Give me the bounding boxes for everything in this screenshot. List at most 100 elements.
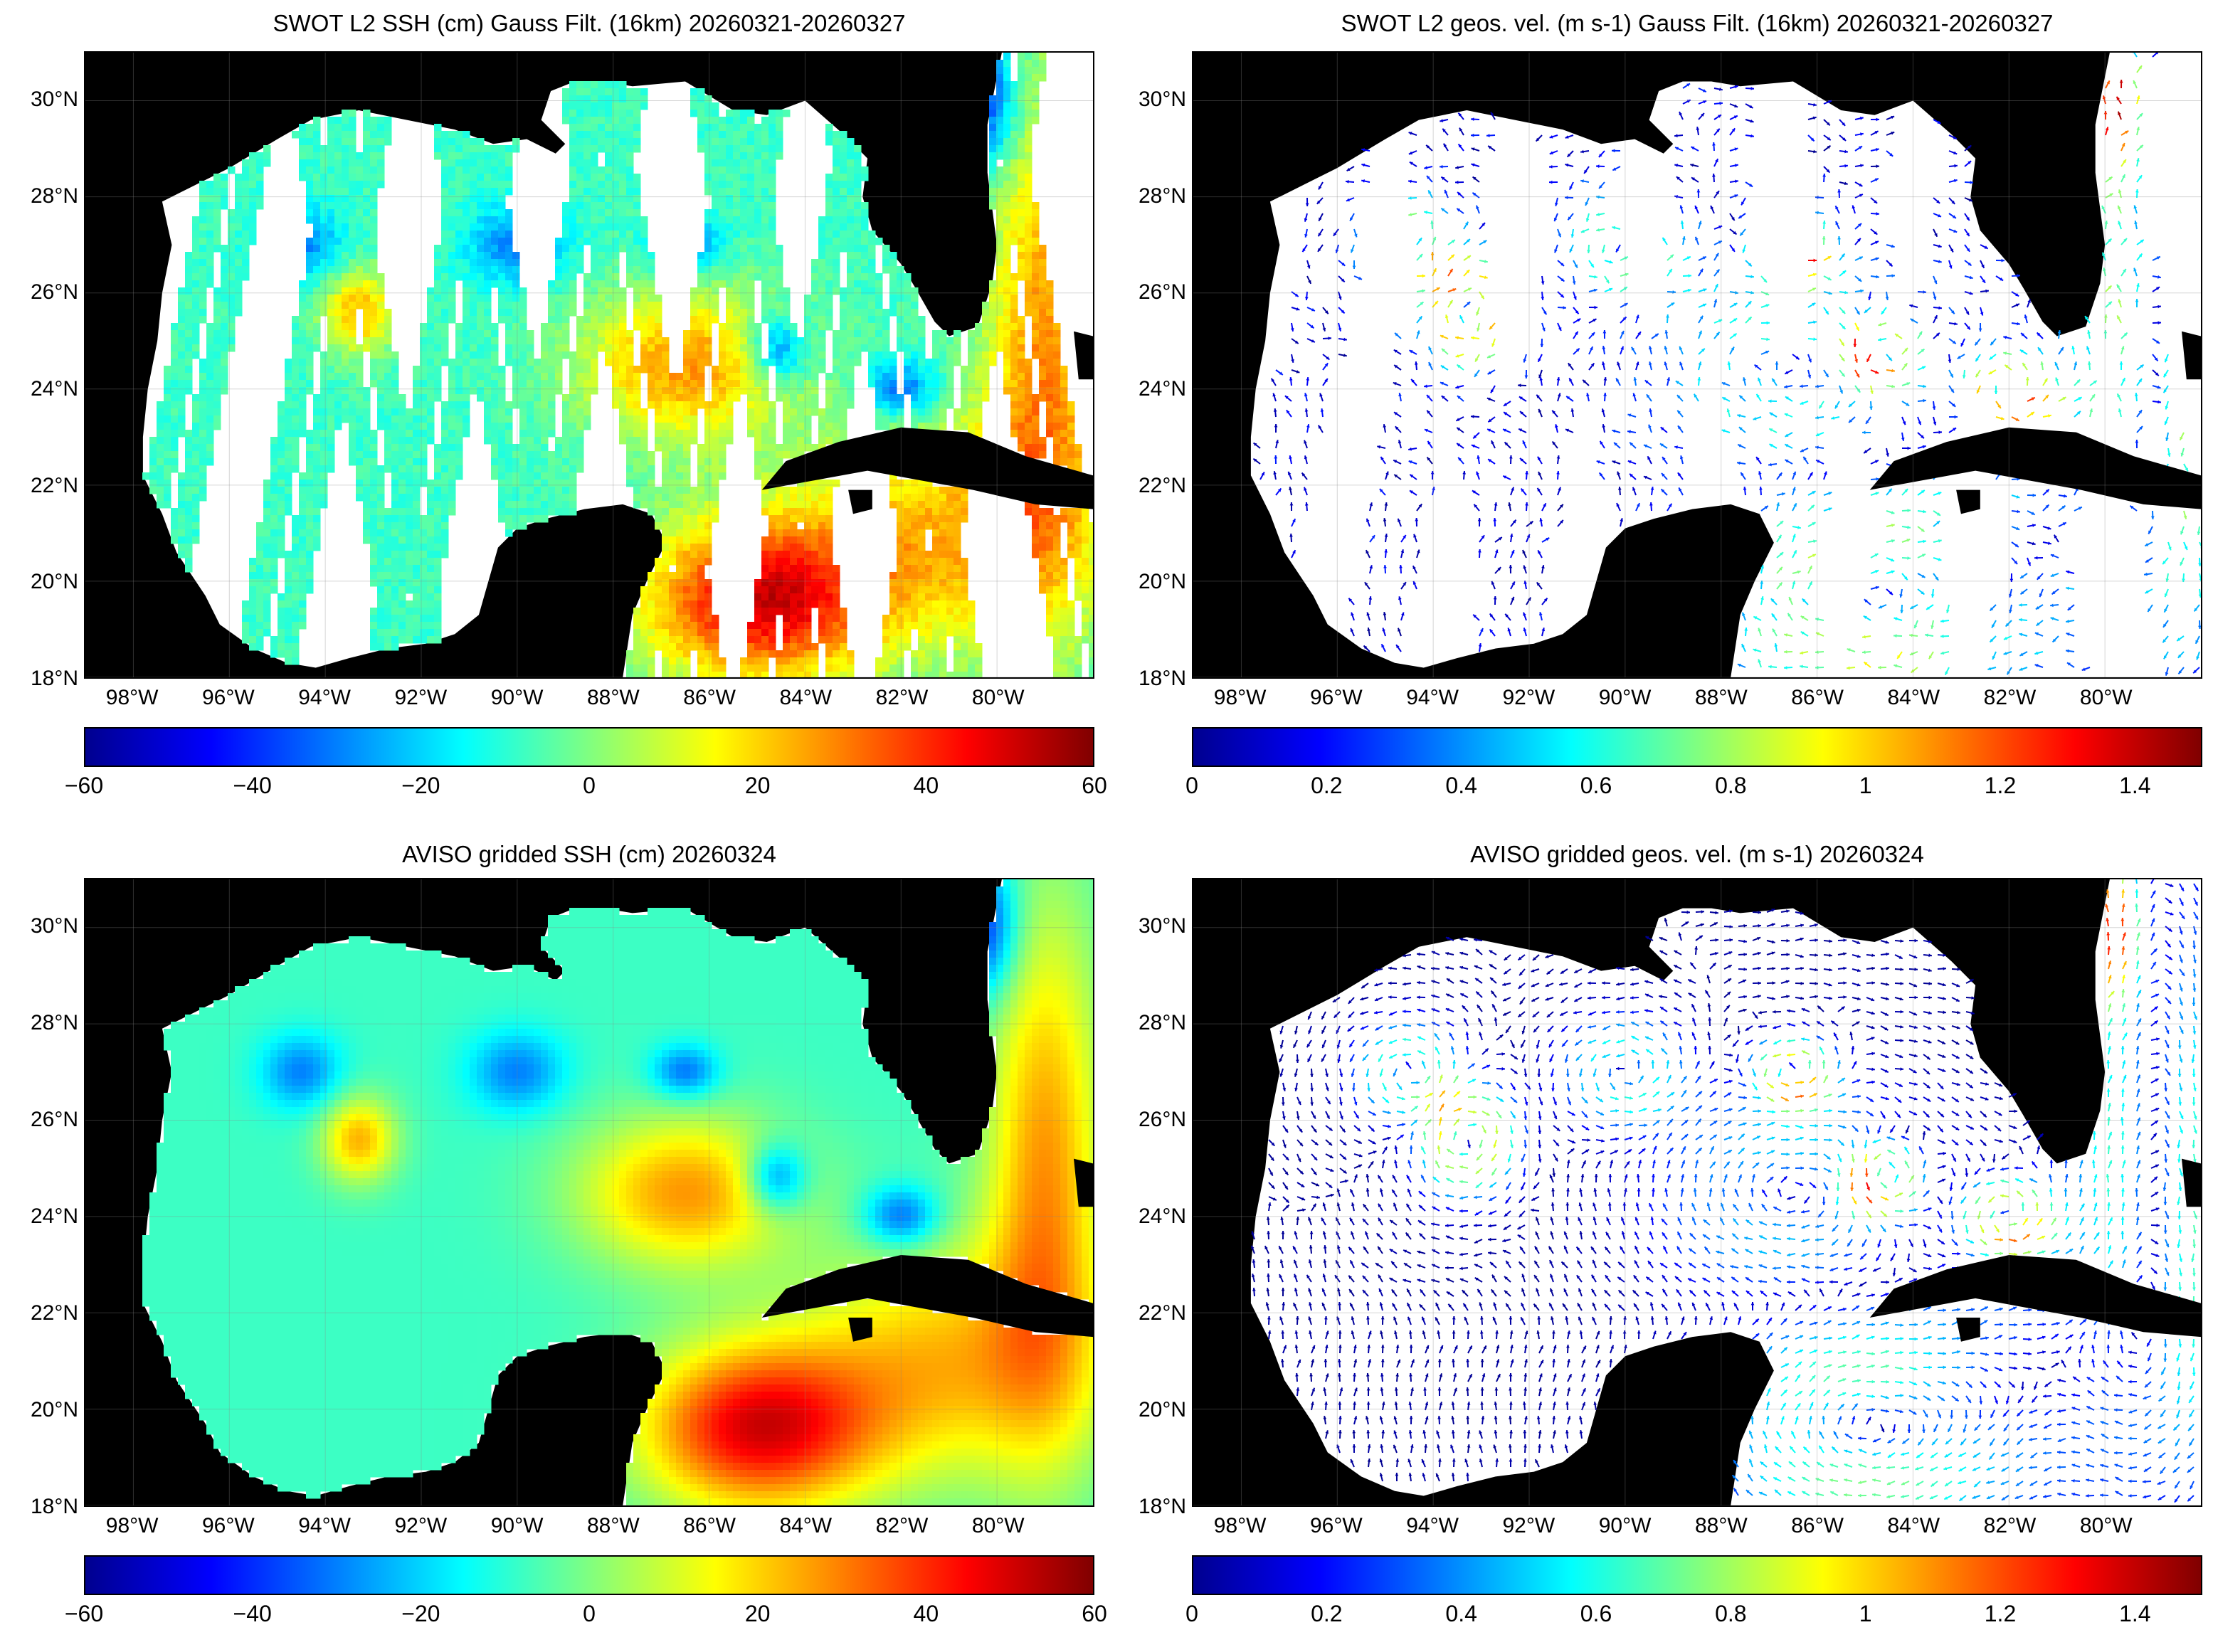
ssh-cell bbox=[1053, 351, 1061, 359]
ssh-cell bbox=[569, 216, 577, 224]
ssh-cell bbox=[776, 323, 783, 331]
ssh-cell bbox=[278, 551, 285, 558]
ssh-cell bbox=[640, 444, 648, 452]
ssh-cell bbox=[363, 238, 371, 245]
ssh-cell bbox=[370, 544, 378, 551]
ssh-cell bbox=[939, 359, 947, 366]
ssh-cell bbox=[961, 394, 968, 402]
ssh-cell bbox=[249, 188, 257, 196]
ssh-cell bbox=[498, 423, 506, 430]
ssh-cell bbox=[825, 572, 833, 580]
ssh-cell bbox=[612, 159, 620, 167]
ssh-cell bbox=[1074, 565, 1082, 573]
ssh-cell bbox=[569, 287, 577, 295]
ssh-cell bbox=[285, 586, 292, 594]
ssh-cell bbox=[377, 359, 385, 366]
ssh-cell bbox=[989, 102, 997, 110]
ssh-cell bbox=[477, 223, 485, 231]
ssh-cell bbox=[256, 572, 264, 580]
ssh-cell bbox=[804, 600, 812, 608]
ssh-cell bbox=[619, 437, 627, 445]
ssh-cell bbox=[178, 415, 186, 423]
ssh-cell bbox=[491, 245, 499, 253]
ssh-cell bbox=[932, 330, 940, 338]
ssh-cell bbox=[897, 480, 904, 487]
ssh-cell bbox=[662, 579, 670, 587]
ssh-cell bbox=[676, 394, 684, 402]
ssh-cell bbox=[733, 195, 741, 203]
ssh-cell bbox=[783, 529, 791, 537]
ssh-cell bbox=[840, 323, 847, 331]
ssh-cell bbox=[996, 145, 1004, 153]
ssh-cell bbox=[747, 430, 755, 438]
ssh-cell bbox=[591, 344, 598, 352]
ssh-cell bbox=[818, 309, 826, 317]
ssh-cell bbox=[363, 117, 371, 125]
ssh-cell bbox=[342, 117, 349, 125]
ssh-cell bbox=[1046, 366, 1054, 374]
ssh-cell bbox=[555, 366, 563, 374]
ssh-cell bbox=[477, 359, 485, 366]
ssh-cell bbox=[690, 394, 698, 402]
ssh-cell bbox=[833, 351, 840, 359]
ssh-cell bbox=[833, 387, 840, 395]
ssh-cell bbox=[811, 316, 819, 324]
ssh-cell bbox=[377, 423, 385, 430]
ssh-cell bbox=[968, 408, 976, 416]
ssh-cell bbox=[1046, 401, 1054, 409]
ssh-cell bbox=[185, 266, 193, 274]
ssh-cell bbox=[363, 415, 371, 423]
ssh-cell bbox=[313, 287, 321, 295]
ssh-cell bbox=[192, 515, 200, 523]
ssh-cell bbox=[712, 515, 719, 523]
ssh-cell bbox=[1003, 174, 1011, 181]
ssh-cell bbox=[761, 444, 769, 452]
ssh-cell bbox=[256, 166, 264, 174]
ssh-cell bbox=[455, 202, 463, 210]
ssh-cell bbox=[740, 195, 748, 203]
ssh-cell bbox=[591, 330, 598, 338]
ssh-cell bbox=[320, 209, 328, 217]
ssh-cell bbox=[818, 551, 826, 558]
ssh-cell bbox=[384, 593, 392, 601]
ssh-cell bbox=[164, 394, 171, 402]
ssh-cell bbox=[349, 216, 356, 224]
ssh-cell bbox=[605, 330, 613, 338]
ssh-cell bbox=[142, 472, 150, 480]
ssh-cell bbox=[370, 337, 378, 345]
ssh-cell bbox=[299, 131, 307, 139]
ssh-cell bbox=[889, 572, 897, 580]
ssh-cell bbox=[733, 380, 741, 388]
ssh-cell bbox=[811, 529, 819, 537]
ssh-cell bbox=[306, 209, 314, 217]
ssh-cell bbox=[982, 380, 990, 388]
ssh-cell bbox=[541, 408, 549, 416]
ssh-cell bbox=[598, 209, 606, 217]
ssh-cell bbox=[455, 444, 463, 452]
ssh-cell bbox=[889, 487, 897, 494]
ssh-cell bbox=[519, 337, 527, 345]
ssh-cell bbox=[306, 572, 314, 580]
ssh-cell bbox=[164, 366, 171, 374]
ssh-cell bbox=[904, 501, 912, 509]
ssh-cell bbox=[704, 359, 712, 366]
ssh-cell bbox=[398, 558, 406, 566]
ssh-cell bbox=[171, 451, 179, 459]
ssh-cell bbox=[342, 245, 349, 253]
ssh-cell bbox=[932, 515, 940, 523]
ssh-cell bbox=[370, 351, 378, 359]
ssh-cell bbox=[783, 451, 791, 459]
ssh-cell bbox=[349, 145, 356, 153]
ssh-cell bbox=[911, 359, 919, 366]
ssh-cell bbox=[455, 174, 463, 181]
ssh-cell bbox=[783, 323, 791, 331]
ssh-cell bbox=[726, 323, 734, 331]
ssh-cell bbox=[811, 359, 819, 366]
ssh-cell bbox=[946, 359, 954, 366]
ssh-cell bbox=[825, 266, 833, 274]
ssh-cell bbox=[455, 231, 463, 238]
ssh-cell bbox=[961, 373, 968, 381]
ssh-cell bbox=[783, 593, 791, 601]
ssh-cell bbox=[427, 380, 435, 388]
ssh-cell bbox=[555, 266, 563, 274]
